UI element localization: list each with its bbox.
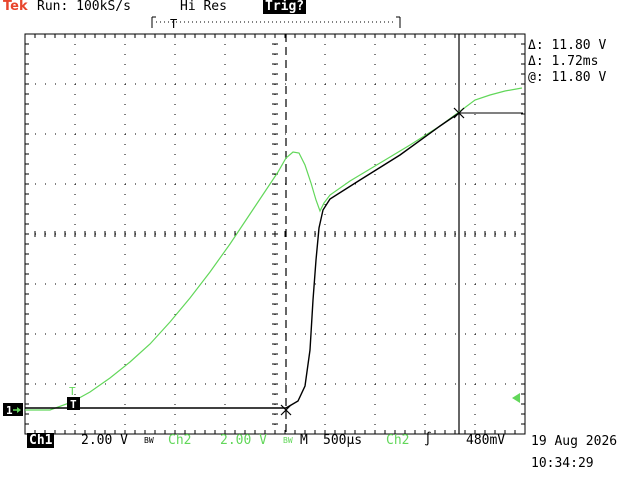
trigger-position-marker[interactable] <box>67 397 80 410</box>
record-position-bracket <box>151 16 401 28</box>
timebase-scale[interactable]: 500µs <box>323 433 363 448</box>
ch2-trace <box>25 87 523 411</box>
cursor-delta-time: Δ: 1.72ms <box>528 54 599 69</box>
status-bar: Tek Run: 100kS/s Hi Res Trig? <box>0 0 640 18</box>
ch2-bw-limit-icon: BW <box>283 436 293 445</box>
trigger-level[interactable]: 480mV <box>466 433 506 448</box>
acquisition-status: Run: 100kS/s <box>37 0 131 14</box>
cursor-at-voltage: @: 11.80 V <box>528 70 607 85</box>
ch1-ground-label: 1 <box>6 404 13 417</box>
cursor-1-marker <box>280 404 292 416</box>
date-label: 19 Aug 2026 <box>531 434 618 449</box>
cursor-2-marker <box>453 107 465 119</box>
acquisition-mode: Hi Res <box>180 0 227 14</box>
trigger-status: Trig? <box>263 0 307 14</box>
ch2-scale: 2.00 V <box>220 433 267 448</box>
ch1-label[interactable]: Ch1 <box>27 433 55 448</box>
trigger-position-label: T <box>70 398 77 411</box>
trigger-point-marker: T <box>69 385 76 398</box>
timebase-label: M <box>300 433 308 448</box>
time-label: 10:34:29 <box>531 456 594 471</box>
bracket-trigger-label: T <box>170 17 177 31</box>
brand-logo: Tek <box>3 0 28 14</box>
trigger-source[interactable]: Ch2 <box>386 433 410 448</box>
ch2-label[interactable]: Ch2 <box>168 433 192 448</box>
graticule-grid <box>24 33 526 435</box>
ch1-scale: 2.00 V <box>81 433 128 448</box>
ch1-bw-limit-icon: BW <box>144 436 154 445</box>
ch1-trace <box>25 112 460 409</box>
trigger-slope-icon: ∫ <box>424 432 432 447</box>
trigger-level-icon[interactable] <box>512 393 520 403</box>
cursor-delta-voltage: Δ: 11.80 V <box>528 38 607 53</box>
